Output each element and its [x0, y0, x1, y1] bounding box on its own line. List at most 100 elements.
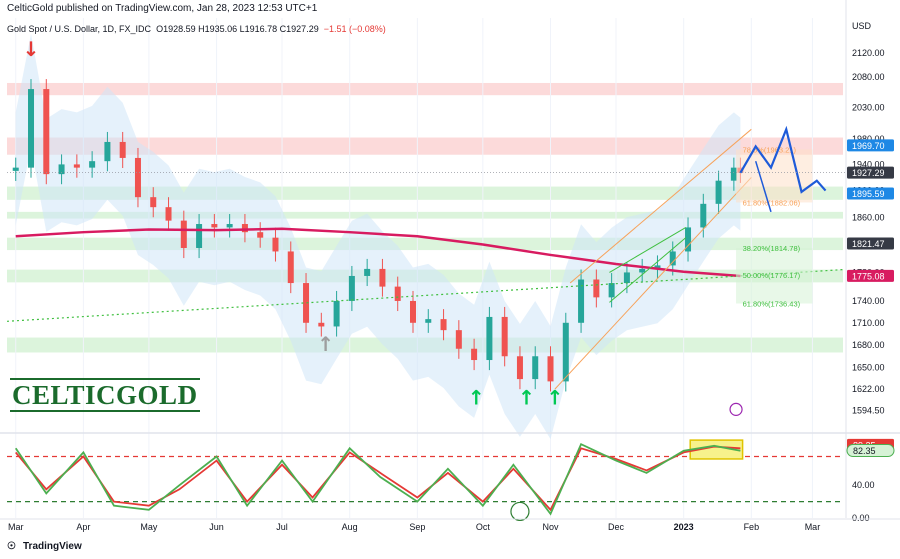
candle-body-3 — [58, 164, 65, 175]
candle-body-24 — [379, 268, 386, 287]
fib-label-3: 50.00%(1776.17) — [743, 271, 801, 280]
price-tick-10: 1710.00 — [852, 318, 885, 328]
price-badge-bg-4 — [847, 269, 894, 282]
ma200-line — [15, 227, 741, 278]
candle-body-0 — [12, 167, 19, 171]
time-tick-5: Aug — [342, 522, 358, 532]
tradingview-logo-icon: ☉ — [7, 541, 16, 552]
fib-label-4: 61.80%(1736.43) — [743, 300, 801, 309]
candle-body-32 — [501, 316, 508, 357]
symbol-legend: Gold Spot / U.S. Dollar, 1D, FX_IDC O1928… — [7, 24, 386, 34]
candle-body-13 — [211, 224, 218, 228]
red-down-arrow-icon: ↓ — [23, 37, 40, 61]
candle-body-34 — [532, 356, 539, 380]
candle-body-20 — [318, 322, 325, 327]
celticgold-logo: CELTICGOLD — [10, 378, 200, 412]
osc-tick-1: 0.00 — [852, 513, 870, 523]
candle-body-11 — [180, 220, 187, 248]
candle-body-28 — [440, 319, 447, 331]
candle-body-10 — [165, 207, 172, 221]
candle-body-45 — [700, 203, 707, 228]
osc-badge-1: 82.35 — [853, 446, 876, 456]
time-tick-6: Sep — [409, 522, 425, 532]
price-tick-1: 2080.00 — [852, 72, 885, 82]
price-tick-0: 2120.00 — [852, 48, 885, 58]
candle-body-18 — [287, 251, 294, 284]
tradingview-brand: TradingView — [23, 541, 82, 552]
candle-body-6 — [104, 141, 111, 162]
candle-body-14 — [226, 224, 233, 228]
candle-body-44 — [685, 227, 692, 252]
time-tick-8: Nov — [543, 522, 560, 532]
zone-resistance-0 — [7, 82, 843, 96]
zone-support-3 — [7, 211, 843, 219]
fib-label-2: 38.20%(1814.78) — [743, 244, 801, 253]
osc-low-circle — [510, 501, 530, 522]
price-badge-3: 1821.47 — [852, 239, 885, 249]
price-badge-bg-2 — [847, 187, 894, 200]
time-tick-10: 2023 — [674, 522, 694, 532]
candle-body-21 — [333, 300, 340, 327]
candle-body-7 — [119, 141, 126, 158]
price-change: −1.51 (−0.08%) — [323, 24, 386, 34]
candle-body-41 — [639, 268, 646, 273]
candle-body-2 — [43, 89, 50, 175]
candle-body-33 — [516, 356, 523, 380]
projection-alt-path — [754, 160, 772, 213]
wedge-upper-line — [609, 226, 687, 273]
price-badge-bg-0 — [847, 139, 894, 152]
time-tick-1: Apr — [76, 522, 90, 532]
price-axis-unit: USD — [852, 21, 872, 31]
projection-path — [739, 125, 827, 194]
green-up-arrow-nov-icon: ↑ — [546, 386, 563, 410]
price-tick-11: 1680.00 — [852, 340, 885, 350]
candle-body-43 — [669, 251, 676, 266]
candle-body-1 — [28, 89, 35, 168]
candle-body-36 — [562, 322, 569, 382]
channel-lower-line — [554, 177, 752, 390]
time-tick-7: Oct — [476, 522, 491, 532]
candle-body-47 — [730, 167, 737, 181]
candle-body-40 — [623, 272, 630, 284]
osc-line-slow — [15, 445, 741, 512]
candle-body-42 — [654, 265, 661, 269]
fib-label-1: 61.80%(1882.06) — [743, 198, 801, 207]
price-tick-14: 1594.50 — [852, 406, 885, 416]
candle-body-30 — [471, 348, 478, 361]
price-badge-2: 1895.59 — [852, 189, 885, 199]
fib-lower-box — [736, 248, 813, 304]
price-tick-12: 1650.00 — [852, 363, 885, 373]
time-tick-9: Dec — [608, 522, 625, 532]
grey-up-arrow-icon: ↑ — [317, 332, 334, 356]
candle-body-22 — [348, 275, 355, 301]
price-tick-9: 1740.00 — [852, 296, 885, 306]
price-badge-bg-3 — [847, 237, 894, 250]
price-badge-0: 1969.70 — [852, 141, 885, 151]
fib-label-0: 78.6%(1963.21) — [743, 145, 797, 154]
candle-body-26 — [409, 300, 416, 323]
candle-body-19 — [303, 283, 310, 323]
time-tick-0: Mar — [8, 522, 24, 532]
candle-body-9 — [150, 197, 157, 208]
osc-line-fast — [14, 442, 741, 516]
ohlc-values: O1928.59 H1935.06 L1916.78 C1927.29 — [156, 24, 319, 34]
candle-body-4 — [73, 164, 80, 168]
price-tick-4: 1940.00 — [852, 159, 885, 169]
candle-body-5 — [89, 161, 96, 168]
candle-body-8 — [134, 157, 141, 198]
green-up-arrow-sep-icon: ↑ — [468, 386, 485, 410]
wedge-lower-line — [609, 237, 687, 303]
symbol-name: Gold Spot / U.S. Dollar, 1D, FX_IDC — [7, 24, 152, 34]
tradingview-footer[interactable]: ☉ TradingView — [7, 541, 82, 552]
candle-body-38 — [593, 279, 600, 298]
time-tick-11: Feb — [744, 522, 760, 532]
candle-body-29 — [455, 330, 462, 349]
candle-body-12 — [196, 224, 203, 248]
candle-body-31 — [486, 316, 493, 361]
osc-tick-0: 40.00 — [852, 480, 875, 490]
candle-body-25 — [394, 286, 401, 301]
candle-body-23 — [364, 268, 371, 276]
publisher-line: CelticGold published on TradingView.com,… — [7, 3, 318, 14]
price-tick-6: 1860.00 — [852, 212, 885, 222]
